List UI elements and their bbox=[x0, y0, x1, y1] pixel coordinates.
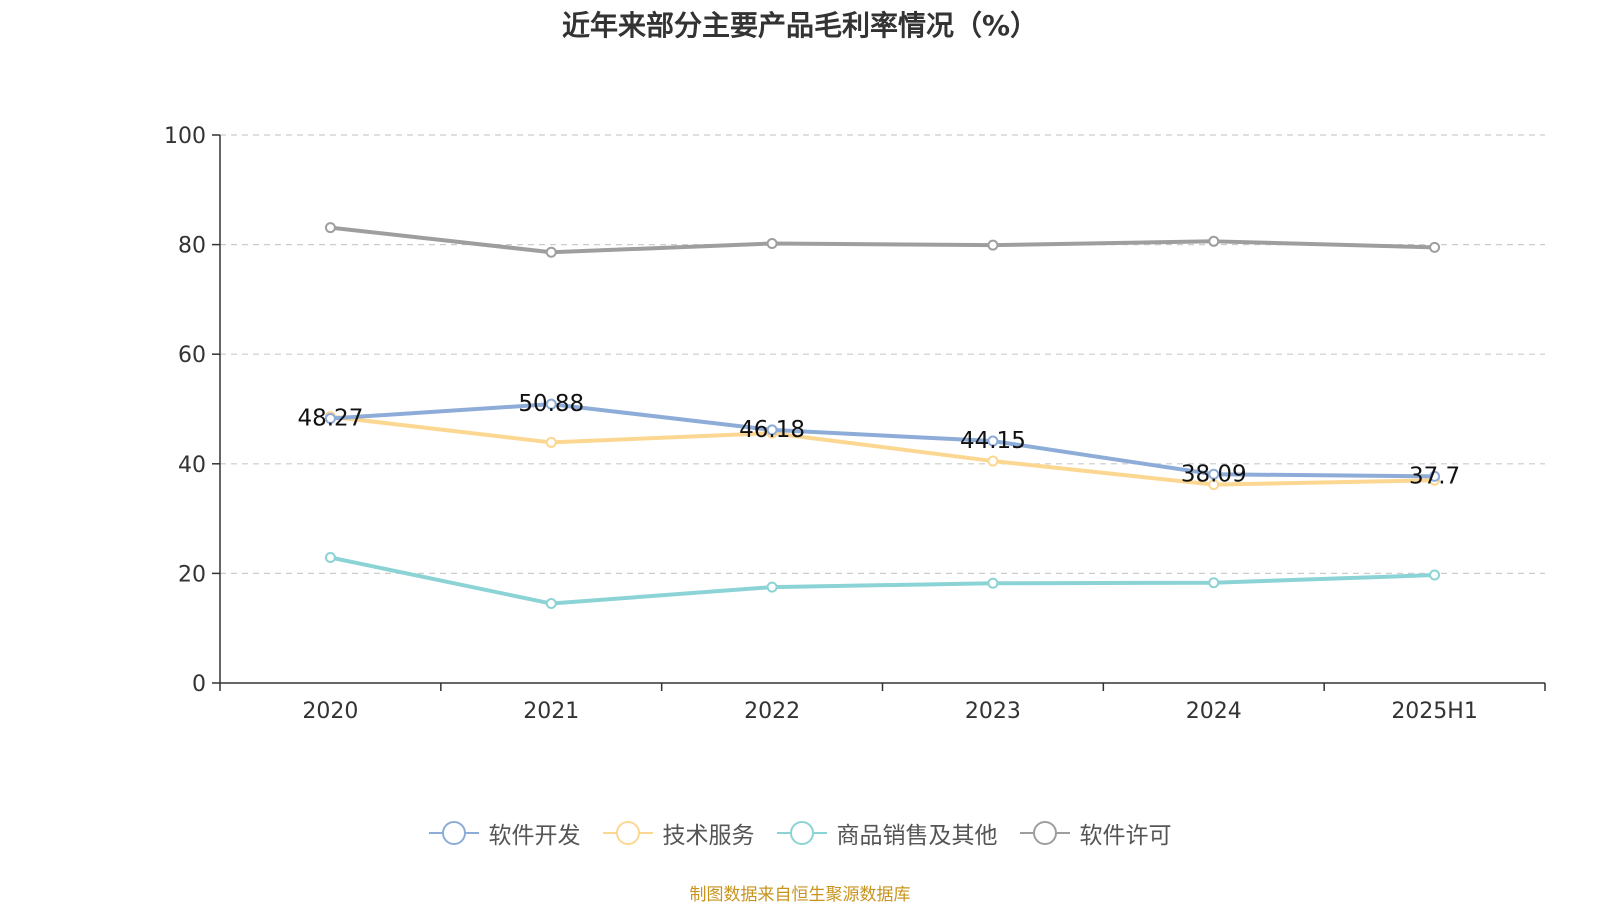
y-tick-label: 20 bbox=[178, 562, 206, 587]
legend-marker-icon bbox=[776, 818, 827, 848]
data-point bbox=[545, 598, 557, 610]
grid-lines bbox=[220, 134, 1545, 575]
legend-label: 软件许可 bbox=[1079, 823, 1172, 849]
y-tick-label: 0 bbox=[192, 672, 206, 697]
y-tick-label: 100 bbox=[164, 124, 206, 149]
data-point bbox=[545, 398, 557, 410]
legend-marker-icon bbox=[602, 818, 653, 848]
axes: 0 20 40 60 80 100 2020 2021 2022 2023 2024 2025H1 bbox=[164, 124, 1546, 724]
x-tick-label: 2021 bbox=[523, 699, 579, 724]
series-line-0 bbox=[330, 402, 1435, 479]
data-point bbox=[987, 577, 999, 589]
series-line-3 bbox=[330, 225, 1435, 255]
data-label: 50.88 bbox=[518, 391, 584, 417]
x-tick-label: 2024 bbox=[1186, 699, 1242, 724]
y-tick-label: 60 bbox=[178, 343, 206, 368]
legend-item-1[interactable]: 技术服务 bbox=[602, 816, 755, 850]
data-point bbox=[766, 424, 778, 436]
data-labels: 48.27 50.88 46.18 44.15 38.09 37.7 bbox=[297, 391, 1460, 489]
data-point bbox=[766, 238, 778, 250]
data-point bbox=[545, 436, 557, 448]
legend-label: 商品销售及其他 bbox=[836, 823, 998, 849]
data-label: 44.15 bbox=[960, 428, 1026, 454]
data-point bbox=[1208, 468, 1220, 480]
series-line-2 bbox=[330, 555, 1435, 606]
data-label: 38.09 bbox=[1181, 461, 1247, 487]
x-tick-label: 2023 bbox=[965, 699, 1021, 724]
legend-item-2[interactable]: 商品销售及其他 bbox=[776, 816, 998, 850]
series-layer bbox=[324, 222, 1441, 610]
data-point bbox=[1429, 569, 1441, 581]
data-point bbox=[766, 581, 778, 593]
data-point bbox=[987, 435, 999, 447]
x-tick-label: 2025H1 bbox=[1391, 699, 1478, 724]
data-point bbox=[1429, 241, 1441, 253]
legend-item-3[interactable]: 软件许可 bbox=[1019, 816, 1172, 850]
data-point bbox=[324, 222, 336, 234]
legend-marker-icon bbox=[1019, 818, 1070, 848]
data-label: 37.7 bbox=[1409, 463, 1460, 489]
y-tick-label: 80 bbox=[178, 234, 206, 259]
x-tick-label: 2022 bbox=[744, 699, 800, 724]
data-point bbox=[545, 246, 557, 258]
chart-title: 近年来部分主要产品毛利率情况（%） bbox=[561, 9, 1039, 42]
x-tick-label: 2020 bbox=[302, 699, 358, 724]
source-note: 制图数据来自恒生聚源数据库 bbox=[689, 885, 911, 905]
data-point bbox=[324, 412, 336, 424]
data-point bbox=[987, 239, 999, 251]
legend-marker-icon bbox=[428, 818, 479, 848]
legend: 软件开发 技术服务 商品销售及其他 软件许可 bbox=[0, 816, 1600, 850]
data-point bbox=[987, 455, 999, 467]
data-point bbox=[1429, 470, 1441, 482]
data-point bbox=[324, 552, 336, 564]
data-label: 48.27 bbox=[297, 405, 363, 431]
series-line-1 bbox=[330, 414, 1435, 487]
legend-item-0[interactable]: 软件开发 bbox=[428, 816, 581, 850]
data-point bbox=[1208, 479, 1220, 491]
y-tick-label: 40 bbox=[178, 453, 206, 478]
legend-label: 技术服务 bbox=[662, 823, 755, 849]
data-point bbox=[1208, 577, 1220, 589]
legend-label: 软件开发 bbox=[488, 823, 581, 849]
data-label: 46.18 bbox=[739, 417, 805, 443]
data-point bbox=[1208, 235, 1220, 247]
